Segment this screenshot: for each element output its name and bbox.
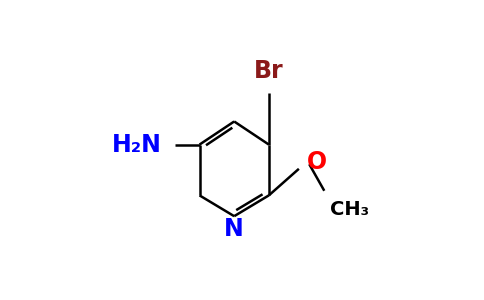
Text: O: O <box>307 150 327 174</box>
Text: N: N <box>224 217 244 241</box>
Text: CH₃: CH₃ <box>330 200 369 219</box>
Text: H₂N: H₂N <box>111 133 162 157</box>
Text: Br: Br <box>254 59 284 83</box>
